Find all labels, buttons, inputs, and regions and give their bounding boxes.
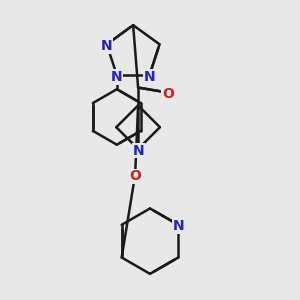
Text: O: O [129,169,141,183]
Text: N: N [172,219,184,233]
Text: N: N [101,39,112,53]
Text: N: N [144,70,155,84]
Text: N: N [111,70,123,84]
Text: N: N [132,143,144,158]
Text: O: O [162,87,174,101]
